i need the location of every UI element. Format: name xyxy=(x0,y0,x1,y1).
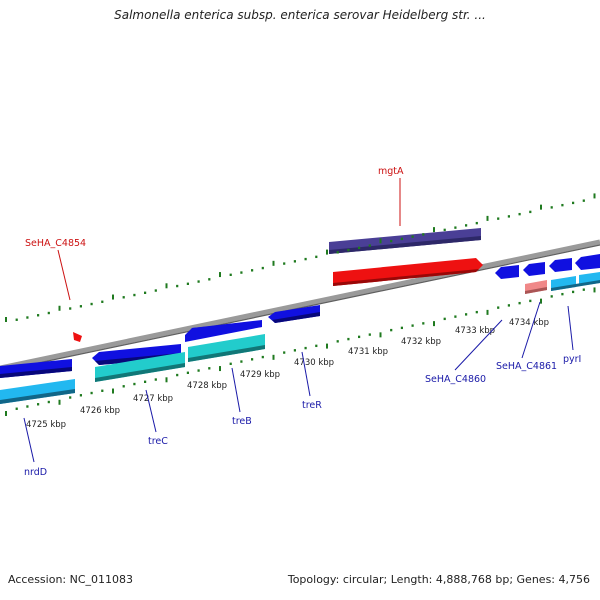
map-title: Salmonella enterica subsp. enterica sero… xyxy=(114,8,486,22)
gene-treC-cyan[interactable] xyxy=(95,352,185,382)
gene-labels: mgtA SeHA_C4854 nrdD treC treB treR SeHA… xyxy=(24,166,581,478)
gene-label-SeHA_C4861[interactable]: SeHA_C4861 xyxy=(496,361,557,372)
kbp-labels: 4725 kbp 4726 kbp 4727 kbp 4728 kbp 4729… xyxy=(26,318,549,430)
gene-mgtA[interactable] xyxy=(333,258,483,286)
kbp-label: 4733 kbp xyxy=(455,326,495,336)
kbp-label: 4728 kbp xyxy=(187,381,227,391)
gene-SeHA_C4860[interactable] xyxy=(495,265,519,279)
kbp-label: 4734 kbp xyxy=(509,318,549,328)
gene-SeHA_C4854[interactable] xyxy=(73,332,82,342)
lower-tick-row xyxy=(5,287,596,416)
gene-treR[interactable] xyxy=(268,305,320,323)
kbp-label: 4729 kbp xyxy=(240,370,280,380)
gene-pyrI-cyan[interactable] xyxy=(551,272,600,291)
gene-label-treR[interactable]: treR xyxy=(302,400,322,411)
backbone xyxy=(0,239,600,372)
gene-treB-blue[interactable] xyxy=(185,320,262,342)
gene-SeHA_C4861-pink[interactable] xyxy=(525,280,547,294)
summary-label: Topology: circular; Length: 4,888,768 bp… xyxy=(287,573,590,586)
leader-lines xyxy=(23,178,574,463)
upper-tick-row xyxy=(5,193,596,322)
gene-nrdD-cyan[interactable] xyxy=(0,379,75,404)
kbp-label: 4730 kbp xyxy=(294,358,334,368)
gene-label-mgtA[interactable]: mgtA xyxy=(378,166,404,177)
kbp-label: 4732 kbp xyxy=(401,337,441,347)
gene-SeHA_C4861-blue[interactable] xyxy=(523,262,545,276)
gene-label-nrdD[interactable]: nrdD xyxy=(24,467,47,478)
gene-label-treC[interactable]: treC xyxy=(148,436,168,447)
kbp-label: 4727 kbp xyxy=(133,394,173,404)
gene-label-SeHA_C4854[interactable]: SeHA_C4854 xyxy=(25,238,86,249)
gene-treB-cyan[interactable] xyxy=(188,334,265,362)
accession-label: Accession: NC_011083 xyxy=(8,573,134,586)
kbp-label: 4731 kbp xyxy=(348,347,388,357)
gene-label-treB[interactable]: treB xyxy=(232,416,252,427)
kbp-label: 4726 kbp xyxy=(80,406,120,416)
gene-pyrI-blue[interactable] xyxy=(549,254,600,272)
gene-label-pyrI[interactable]: pyrI xyxy=(563,354,581,365)
gene-nrdD-blue[interactable] xyxy=(0,359,72,378)
gene-label-SeHA_C4860[interactable]: SeHA_C4860 xyxy=(425,374,486,385)
kbp-label: 4725 kbp xyxy=(26,420,66,430)
gene-mgtA-purple[interactable] xyxy=(329,228,481,254)
